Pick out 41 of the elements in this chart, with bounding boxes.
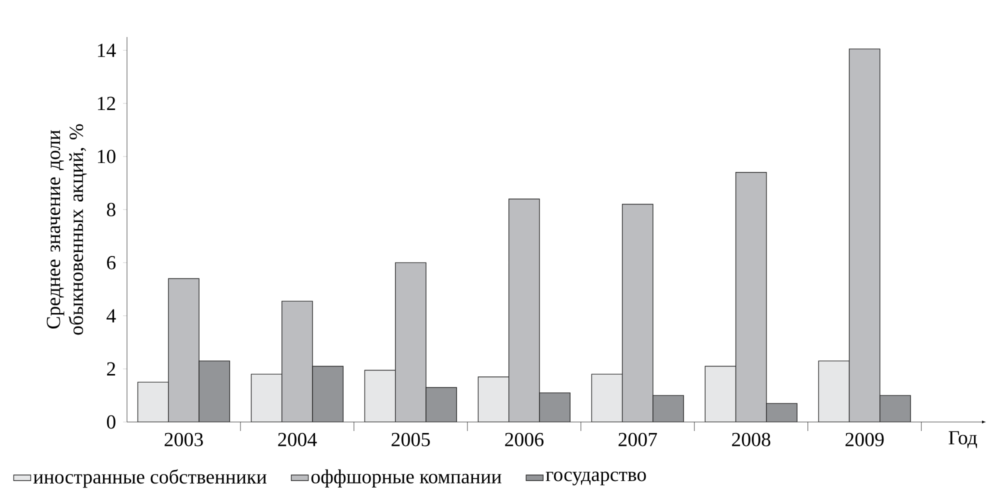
bar: [364, 370, 396, 422]
bar: [168, 278, 200, 422]
bar: [880, 395, 911, 422]
bar: [766, 403, 798, 422]
x-tick-label: 2003: [164, 432, 203, 446]
legend-label: иностранные собственники: [33, 469, 266, 488]
x-tick-label: 2007: [618, 432, 657, 446]
bar: [282, 300, 313, 422]
bar: [395, 262, 426, 422]
x-tick-label: 2009: [846, 432, 884, 446]
bar: [426, 387, 457, 422]
bar: [137, 382, 169, 422]
bar: [735, 172, 767, 422]
y-tick-label: 4: [106, 309, 116, 322]
y-tick-label: 6: [107, 256, 116, 270]
bar: [848, 48, 880, 422]
bar: [312, 366, 344, 422]
bar: [704, 366, 736, 422]
bar: [591, 374, 623, 422]
x-tick-label: 2008: [732, 432, 770, 446]
y-tick-label: 2: [107, 362, 116, 376]
x-tick-label: 2004: [278, 432, 317, 446]
legend-label: государство: [546, 472, 646, 486]
y-tick-label: 14: [98, 44, 116, 57]
bar: [250, 374, 282, 422]
y-axis-title: Среднее значение доли обыкновенных акций, %: [46, 124, 87, 335]
y-tick-label: 10: [98, 150, 116, 164]
bar: [818, 360, 850, 422]
x-tick-label: 2006: [505, 432, 544, 446]
bar: [508, 198, 540, 422]
bar: [622, 204, 654, 422]
bar: [198, 360, 230, 422]
y-tick-label: 12: [98, 96, 116, 110]
bar: [539, 392, 570, 422]
x-axis-title: Год: [948, 431, 978, 448]
x-tick-label: 2005: [392, 432, 430, 446]
bar: [652, 395, 684, 422]
y-tick-label: 8: [106, 202, 116, 216]
legend-label: оффшорные компании: [311, 469, 502, 488]
y-tick-label: 0: [106, 415, 116, 429]
bar: [478, 376, 510, 422]
